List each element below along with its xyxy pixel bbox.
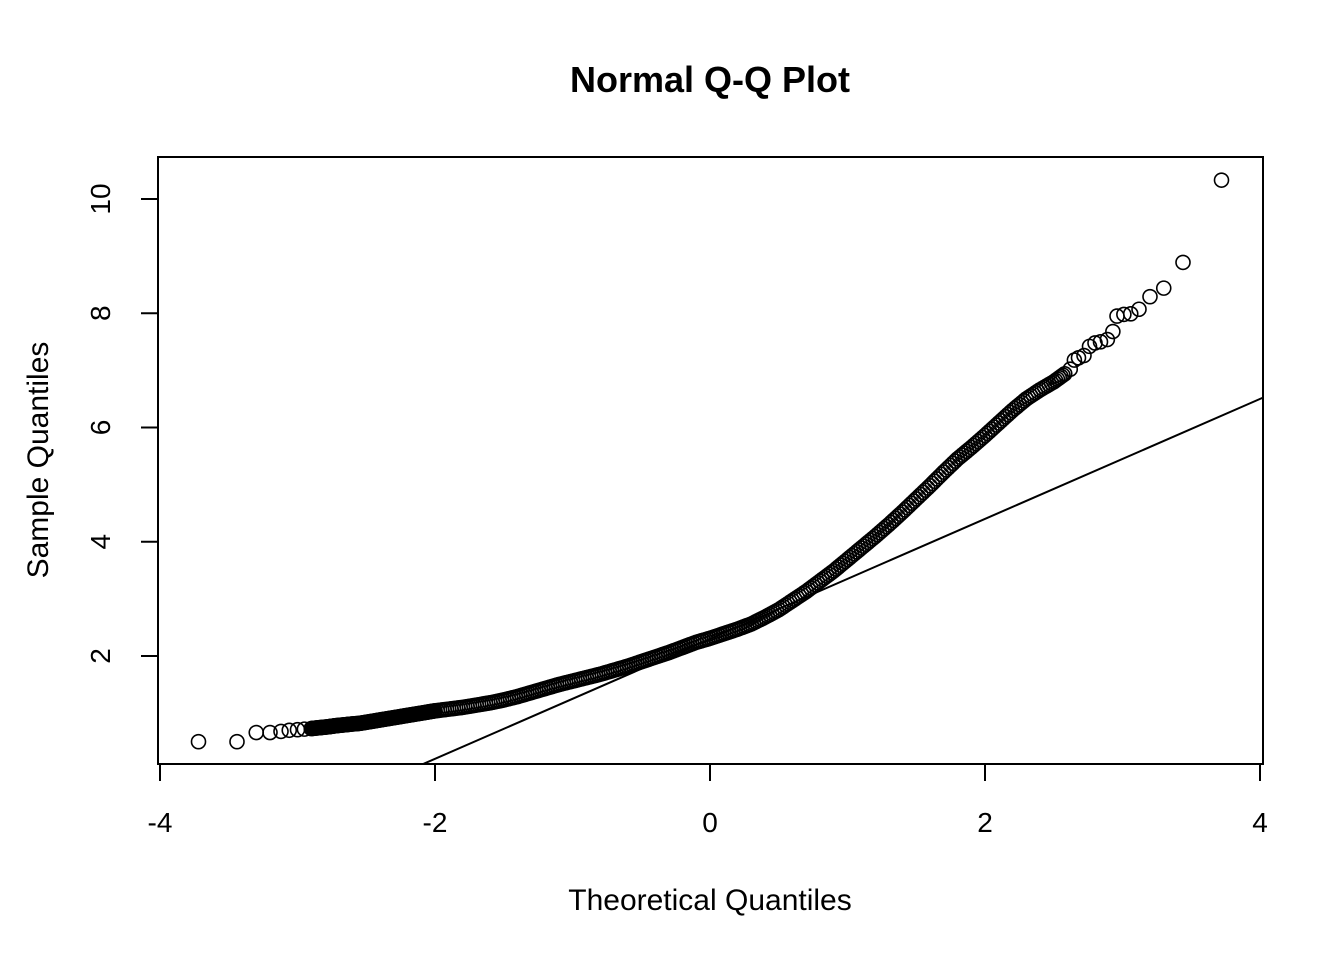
data-point	[1099, 331, 1116, 348]
x-tick-label: -2	[423, 807, 448, 838]
data-point	[262, 724, 278, 741]
data-point	[1053, 368, 1069, 385]
data-point	[970, 433, 986, 450]
data-point	[874, 522, 890, 539]
x-axis-title: Theoretical Quantiles	[568, 884, 851, 917]
data-point	[832, 557, 849, 573]
plot-frame	[157, 156, 1264, 765]
y-axis-title: Sample Quantiles	[22, 342, 55, 579]
data-point	[846, 545, 863, 562]
x-tick-label: -4	[148, 807, 173, 838]
x-tick-label: 0	[702, 807, 718, 838]
data-point	[1076, 347, 1092, 364]
data-point	[229, 733, 245, 750]
data-point	[997, 408, 1014, 425]
y-tick-label: 6	[85, 420, 116, 436]
data-point	[1122, 306, 1139, 322]
data-point	[1213, 172, 1230, 188]
data-point	[1092, 334, 1109, 350]
data-point	[901, 497, 918, 514]
y-axis: 2 4 6 8 10	[85, 183, 158, 664]
y-tick-label: 10	[85, 183, 116, 214]
data-point	[915, 484, 931, 501]
y-tick-label: 8	[85, 305, 116, 321]
data-point	[1105, 323, 1121, 340]
data-point	[860, 534, 876, 551]
data-point	[984, 421, 1000, 438]
x-tick-label: 2	[977, 807, 993, 838]
x-axis: -4 -2 0 2 4	[148, 763, 1268, 838]
data-point	[1175, 254, 1191, 271]
data-point	[1055, 367, 1071, 383]
chart-title: Normal Q-Q Plot	[570, 59, 850, 100]
data-point	[1155, 280, 1172, 296]
data-point	[956, 445, 973, 462]
data-point	[942, 457, 959, 474]
data-point	[248, 724, 265, 741]
data-point	[1131, 301, 1147, 318]
data-points-layer	[190, 172, 1230, 750]
x-tick-label: 4	[1252, 807, 1268, 838]
data-point	[1142, 288, 1158, 305]
data-point	[1051, 370, 1068, 386]
y-tick-label: 4	[85, 534, 116, 550]
reference-line-layer	[422, 396, 1264, 765]
data-point	[281, 722, 298, 739]
data-point	[1116, 306, 1132, 323]
data-point	[190, 733, 207, 750]
data-point	[273, 723, 289, 740]
y-tick-label: 2	[85, 648, 116, 664]
data-point	[929, 471, 945, 487]
data-point	[887, 510, 904, 527]
reference-line	[422, 396, 1264, 765]
